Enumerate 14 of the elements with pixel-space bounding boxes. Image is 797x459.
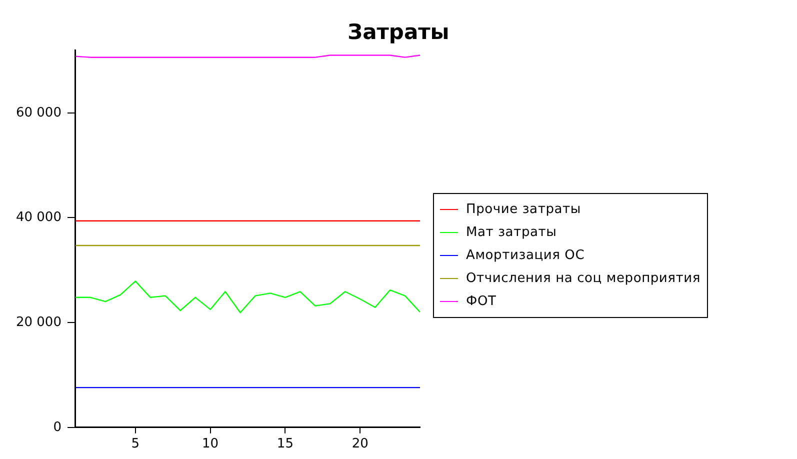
legend-label: Амортизация ОС	[466, 248, 585, 263]
y-tick-label: 0	[53, 420, 62, 435]
legend-label: Мат затраты	[466, 225, 557, 240]
y-tick-label: 60 000	[16, 105, 62, 120]
legend-label: Прочие затраты	[466, 202, 581, 217]
x-tick-label: 10	[202, 436, 219, 452]
chart-title: Затраты	[346, 20, 450, 44]
y-tick-label: 20 000	[16, 314, 62, 330]
legend-label: ФОТ	[466, 294, 496, 309]
legend-label: Отчисления на соц мероприятия	[466, 271, 701, 286]
x-tick-label: 20	[352, 436, 368, 452]
y-tick-label: 40 000	[16, 210, 62, 226]
x-tick-label: 15	[276, 436, 294, 452]
x-tick-label: 5	[131, 436, 140, 452]
